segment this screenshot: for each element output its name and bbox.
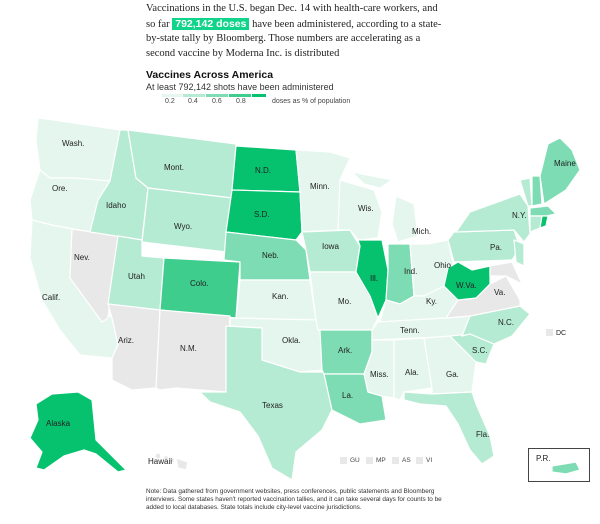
intro-before: Vaccinations in the U.S. began Dec. 14 w… <box>146 3 438 30</box>
label-sc: S.C. <box>472 346 488 355</box>
state-pr[interactable] <box>551 461 581 475</box>
legend-note: doses as % of population <box>272 98 351 105</box>
territory-vi: VI <box>426 457 433 464</box>
label-ala: Ala. <box>405 368 419 377</box>
legend-tick-2: 0.4 <box>188 98 198 105</box>
label-calif: Calif. <box>42 293 60 302</box>
label-ill: Ill. <box>370 274 378 283</box>
puerto-rico-inset <box>528 448 590 482</box>
territory-swatch-as <box>392 457 399 464</box>
label-pr: P.R. <box>536 454 551 463</box>
label-iowa: Iowa <box>322 242 339 251</box>
legend-tick-3: 0.6 <box>212 98 222 105</box>
map-title: Vaccines Across America <box>146 69 274 81</box>
territory-mp: MP <box>376 457 386 464</box>
state-pa[interactable] <box>447 229 521 263</box>
legend-step-3 <box>206 94 228 97</box>
label-utah: Utah <box>128 272 145 281</box>
label-ny: N.Y. <box>512 211 527 220</box>
state-wash[interactable] <box>35 117 121 182</box>
label-idaho: Idaho <box>106 201 127 210</box>
label-wyo: Wyo. <box>174 222 192 231</box>
label-neb: Neb. <box>262 251 279 260</box>
label-miss: Miss. <box>370 370 389 379</box>
territory-swatch-vi <box>416 457 423 464</box>
label-mo: Mo. <box>338 297 351 306</box>
label-kan: Kan. <box>272 292 288 301</box>
state-alaska[interactable] <box>29 391 127 473</box>
legend-step-2 <box>183 94 205 97</box>
label-fla: Fla. <box>476 430 489 439</box>
territory-as: AS <box>402 457 411 464</box>
state-colo[interactable] <box>159 257 241 319</box>
label-wva: W.Va. <box>456 281 477 290</box>
label-va: Va. <box>494 288 505 297</box>
state-mich[interactable] <box>351 171 419 243</box>
territory-gu: GU <box>350 457 360 464</box>
intro-after: have been administered, according to a s… <box>146 18 442 59</box>
state-mass[interactable] <box>529 205 557 217</box>
legend-tick-4: 0.8 <box>236 98 246 105</box>
legend-step-5 <box>252 94 266 97</box>
footnote: Note: Data gathered from government webs… <box>146 488 442 511</box>
label-ohio: Ohio <box>434 261 451 270</box>
state-wis[interactable] <box>337 179 383 241</box>
label-ind: Ind. <box>404 267 417 276</box>
label-maine: Maine <box>554 159 576 168</box>
label-ky: Ky. <box>426 297 437 306</box>
label-wis: Wis. <box>358 204 374 213</box>
state-wyo[interactable] <box>141 187 233 253</box>
label-ark: Ark. <box>338 346 352 355</box>
legend-step-1 <box>162 94 182 97</box>
state-nj[interactable] <box>513 239 525 267</box>
dc-swatch[interactable] <box>546 329 553 336</box>
map-subtitle: At least 792,142 shots have been adminis… <box>146 82 334 92</box>
label-hawaii: Hawaii <box>148 457 172 466</box>
label-colo: Colo. <box>190 279 209 288</box>
legend-tick-1: 0.2 <box>165 98 175 105</box>
label-nd: N.D. <box>255 166 271 175</box>
territory-swatch-gu <box>340 457 347 464</box>
label-ga: Ga. <box>446 370 459 379</box>
label-ore: Ore. <box>52 184 68 193</box>
state-md[interactable] <box>489 261 523 285</box>
legend-step-4 <box>229 94 251 97</box>
label-nc: N.C. <box>498 318 514 327</box>
label-pa: Pa. <box>490 243 502 252</box>
label-texas: Texas <box>262 401 283 410</box>
label-minn: Minn. <box>310 182 330 191</box>
label-la: La. <box>342 391 353 400</box>
label-wash: Wash. <box>62 139 84 148</box>
label-mont: Mont. <box>164 163 184 172</box>
label-sd: S.D. <box>254 210 270 219</box>
label-mich: Mich. <box>412 227 431 236</box>
label-ariz: Ariz. <box>118 336 134 345</box>
state-wva[interactable] <box>443 261 491 301</box>
state-maine[interactable] <box>539 137 581 205</box>
state-ill[interactable] <box>355 239 389 319</box>
state-nm[interactable] <box>155 309 231 393</box>
state-hawaii[interactable] <box>154 452 189 471</box>
state-nh[interactable] <box>531 175 543 207</box>
label-okla: Okla. <box>282 336 301 345</box>
label-nev: Nev. <box>74 253 90 262</box>
intro-text: Vaccinations in the U.S. began Dec. 14 w… <box>146 2 446 61</box>
state-sd[interactable] <box>225 189 303 241</box>
territory-swatch-mp <box>366 457 373 464</box>
state-ri[interactable] <box>539 215 549 229</box>
state-texas[interactable] <box>199 325 333 481</box>
state-labels: Wash. Ore. Calif. Nev. Idaho Mont. Wyo. … <box>42 139 576 466</box>
label-tenn: Tenn. <box>400 326 420 335</box>
label-alaska: Alaska <box>46 419 71 428</box>
label-nm: N.M. <box>180 344 197 353</box>
label-dc: DC <box>556 330 566 337</box>
state-iowa[interactable] <box>301 229 361 273</box>
doses-highlight: 792,142 doses <box>172 17 250 30</box>
state-fla[interactable] <box>403 391 495 465</box>
